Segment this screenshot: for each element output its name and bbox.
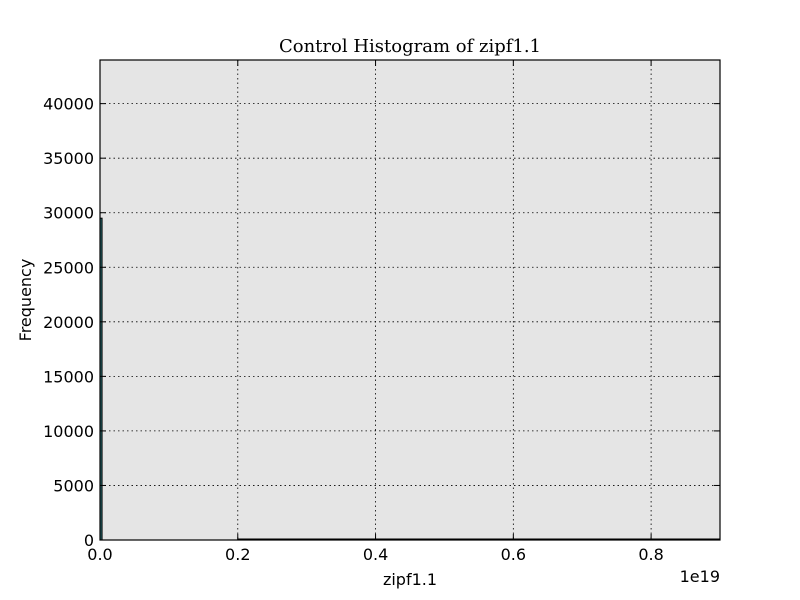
y-tick-label: 5000 — [53, 476, 94, 495]
x-tick-label: 0.6 — [501, 545, 526, 564]
y-tick-label: 30000 — [43, 204, 94, 223]
y-tick-label: 10000 — [43, 422, 94, 441]
plot-area — [100, 60, 720, 540]
plot-frame — [99, 59, 721, 541]
x-tick-label: 0.4 — [363, 545, 388, 564]
chart-title: Control Histogram of zipf1.1 — [279, 36, 541, 57]
y-tick-label: 20000 — [43, 313, 94, 332]
y-tick-label: 15000 — [43, 367, 94, 386]
y-tick-label: 0 — [84, 531, 94, 550]
x-tick-label: 0.8 — [638, 545, 663, 564]
y-tick-label: 40000 — [43, 95, 94, 114]
x-tick-label: 0.0 — [87, 545, 112, 564]
ticks: 0.0 0.2 0.4 0.6 0.8 0 5000 10000 15000 20000 25000… — [43, 60, 720, 564]
y-axis-label: Frequency — [16, 259, 35, 342]
y-tick-label: 25000 — [43, 258, 94, 277]
x-axis-label: zipf1.1 — [383, 570, 437, 589]
y-tick-label: 35000 — [43, 149, 94, 168]
x-axis-offset-label: 1e19 — [680, 567, 720, 586]
x-tick-label: 0.2 — [225, 545, 250, 564]
